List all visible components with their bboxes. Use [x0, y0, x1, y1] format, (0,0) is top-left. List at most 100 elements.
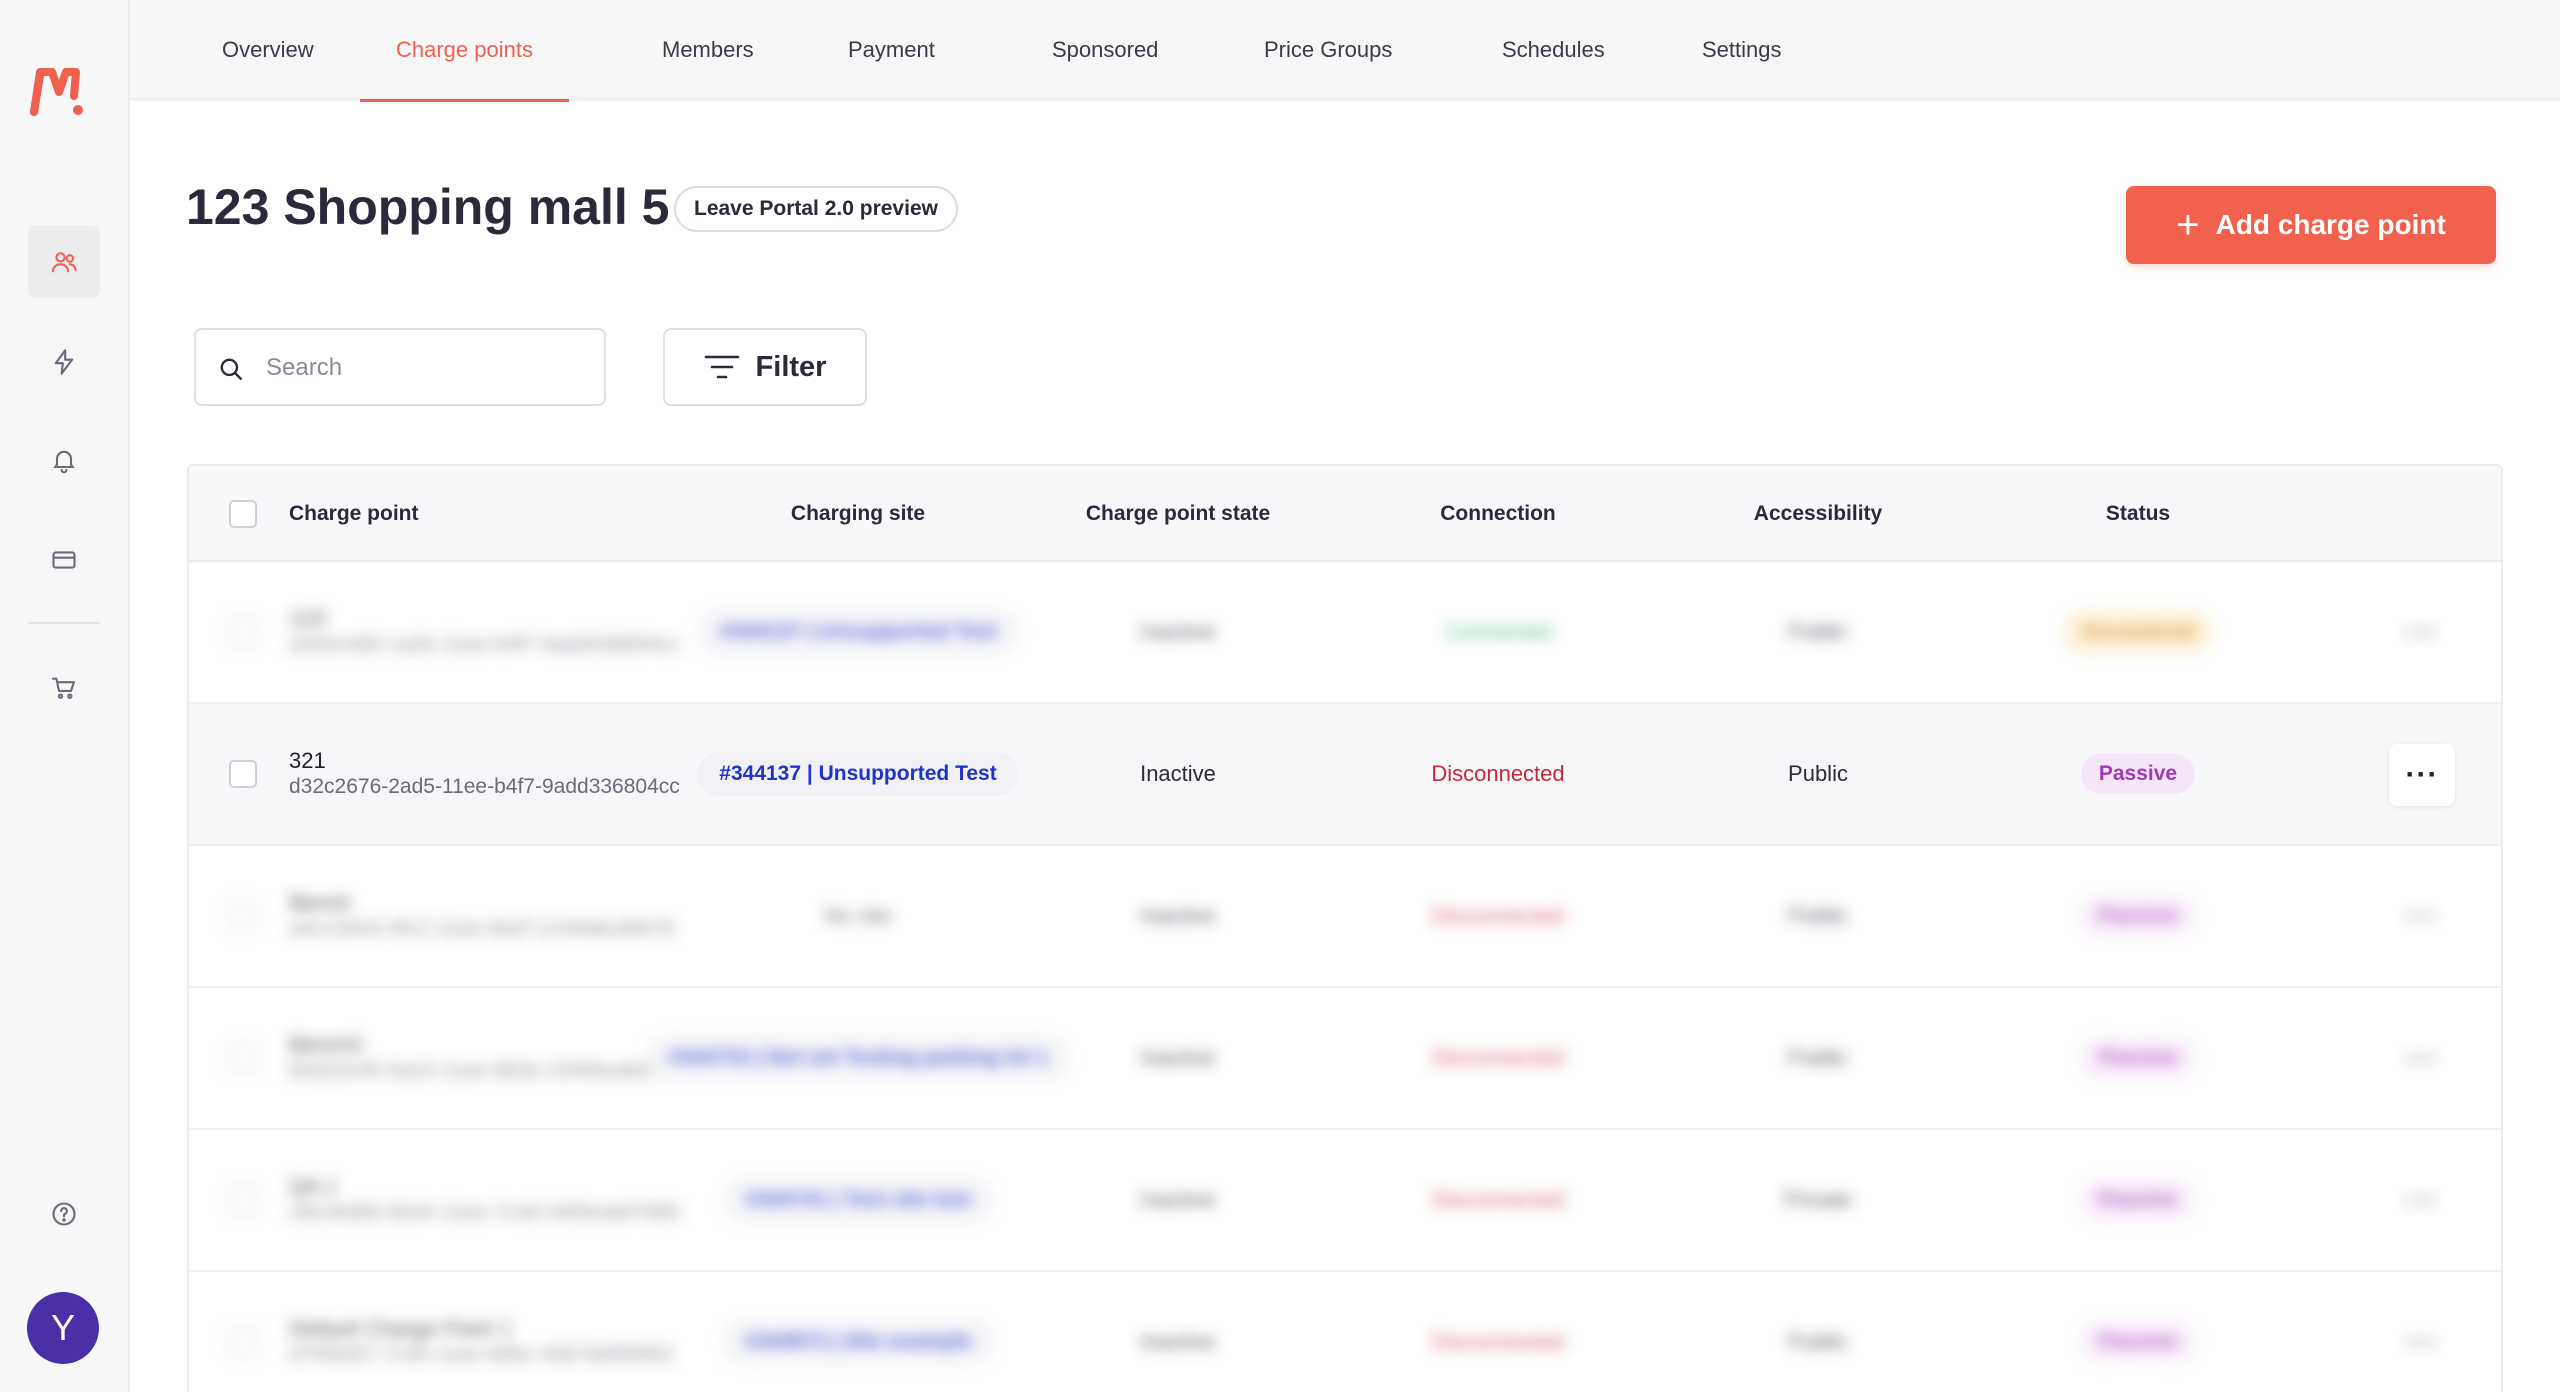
row-checkbox[interactable]: [229, 760, 257, 788]
charge-point-id: a4c12b34-4f12-11ee-9a2f-1234abcd5678: [289, 917, 676, 940]
column-accessibility[interactable]: Accessibility: [1753, 502, 1883, 525]
column-connection[interactable]: Connection: [1440, 502, 1556, 525]
add-charge-point-label: Add charge point: [2215, 209, 2446, 240]
charge-point-name[interactable]: Bench: [289, 890, 352, 915]
charge-point-name[interactable]: Bench2: [289, 1032, 364, 1057]
charge-point-state: Inactive: [1140, 619, 1216, 644]
search-icon: [220, 358, 242, 380]
more-options-button[interactable]: ···: [2389, 744, 2455, 806]
row-checkbox[interactable]: [229, 618, 257, 646]
row-checkbox[interactable]: [229, 902, 257, 930]
column-charging-site[interactable]: Charging site: [790, 502, 926, 525]
column-status[interactable]: Status: [2105, 502, 2171, 525]
top-navigation: Overview Charge points Members Payment S…: [130, 0, 2560, 102]
filter-label: Filter: [755, 350, 827, 383]
table-row[interactable]: QA 1 c6e34d56-6b34-11ee-7c4d-3456cdef789…: [189, 1130, 2501, 1272]
filter-icon: [704, 355, 739, 379]
row-checkbox[interactable]: [229, 1186, 257, 1214]
tab-settings[interactable]: Settings: [1702, 37, 1782, 62]
table-row[interactable]: Bench2 b5d23c45-5a23-11ee-8b3e-2345bcde6…: [189, 988, 2501, 1130]
members-icon: [51, 252, 77, 273]
charging-site-link[interactable]: #344137 | Unsupported Test: [697, 752, 1019, 796]
charge-point-id: d32c2676-2ad5-11ee-b4f7-9add336804cc: [289, 775, 680, 798]
charge-point-id: d7f45e67-7c45-11ee-6d5c-4567def08901: [289, 1343, 676, 1366]
connection-status: Disconnected: [1431, 1045, 1565, 1070]
tab-members[interactable]: Members: [662, 37, 754, 62]
accessibility: Private: [1783, 1187, 1853, 1212]
search-input[interactable]: [266, 344, 586, 392]
charge-point-id: a2b3c4d5-1a2b-11ee-b4f7-9add336804cc: [289, 633, 680, 656]
accessibility: Public: [1788, 1329, 1848, 1354]
card-icon: [52, 551, 76, 569]
user-avatar[interactable]: Y: [27, 1292, 99, 1364]
charging-site-link[interactable]: #344741 | Test site test: [722, 1178, 994, 1222]
charge-point-name[interactable]: 321: [289, 748, 326, 773]
charging-site-link[interactable]: #344873 | Site example: [722, 1320, 994, 1364]
charge-point-name[interactable]: Default Charge Point 1: [289, 1316, 512, 1341]
help-button[interactable]: [28, 1178, 100, 1250]
table-row[interactable]: Bench a4c12b34-4f12-11ee-9a2f-1234abcd56…: [189, 846, 2501, 988]
status-badge: Passive: [2080, 754, 2196, 794]
column-charge-point-state[interactable]: Charge point state: [1085, 502, 1271, 525]
leave-portal-preview-button[interactable]: Leave Portal 2.0 preview: [674, 186, 958, 232]
charge-point-state: Inactive: [1140, 761, 1216, 786]
sidebar-item-shop[interactable]: [28, 652, 100, 724]
main-content: 123 Shopping mall 5 Leave Portal 2.0 pre…: [130, 102, 2560, 1392]
row-checkbox[interactable]: [229, 1044, 257, 1072]
sidebar: Y: [0, 0, 130, 1392]
sidebar-item-payments[interactable]: [28, 524, 100, 596]
column-charge-point[interactable]: Charge point: [289, 502, 419, 525]
connection-status: Disconnected: [1431, 903, 1565, 928]
charge-point-name[interactable]: 123: [289, 606, 326, 631]
tab-price-groups[interactable]: Price Groups: [1264, 37, 1393, 62]
more-options-button[interactable]: ···: [2389, 886, 2455, 948]
more-icon: ···: [2405, 900, 2439, 933]
accessibility: Public: [1788, 903, 1848, 928]
page-title: 123 Shopping mall 5: [186, 179, 670, 235]
charging-site-link[interactable]: #344733 | Not set Testing parking lot 1: [645, 1036, 1071, 1080]
row-checkbox[interactable]: [229, 1328, 257, 1356]
table-row[interactable]: 321 d32c2676-2ad5-11ee-b4f7-9add336804cc…: [189, 704, 2501, 846]
status-badge: Passive: [2080, 1322, 2196, 1362]
status-badge: Passive: [2080, 896, 2196, 936]
tab-sponsored[interactable]: Sponsored: [1052, 37, 1159, 62]
tab-charge-points[interactable]: Charge points: [360, 0, 569, 102]
lightning-icon: [54, 349, 74, 375]
more-options-button[interactable]: ···: [2389, 602, 2455, 664]
charging-site-text: No site: [823, 903, 893, 928]
connection-status: Disconnected: [1431, 761, 1565, 786]
more-icon: ···: [2405, 1326, 2439, 1359]
connection-status: Connected: [1444, 619, 1552, 644]
sidebar-item-charging[interactable]: [28, 326, 100, 398]
sidebar-item-notifications[interactable]: [28, 424, 100, 496]
charge-point-state: Inactive: [1140, 903, 1216, 928]
more-options-button[interactable]: ···: [2389, 1028, 2455, 1090]
table-row[interactable]: Default Charge Point 1 d7f45e67-7c45-11e…: [189, 1272, 2501, 1392]
help-icon: [52, 1202, 76, 1226]
tab-overview[interactable]: Overview: [222, 37, 314, 62]
charging-site-link[interactable]: #344137 | Unsupported Test: [697, 610, 1019, 654]
charge-point-state: Inactive: [1140, 1329, 1216, 1354]
charge-points-table: Charge point Charging site Charge point …: [187, 464, 2503, 1392]
cart-icon: [51, 677, 75, 699]
tab-schedules[interactable]: Schedules: [1502, 37, 1605, 62]
status-badge: Passive: [2080, 1180, 2196, 1220]
charge-point-name[interactable]: QA 1: [289, 1174, 338, 1199]
more-options-button[interactable]: ···: [2389, 1312, 2455, 1374]
plus-icon: +: [2176, 203, 2200, 247]
accessibility: Public: [1788, 1045, 1848, 1070]
bell-icon: [53, 450, 75, 474]
filter-button[interactable]: Filter: [663, 328, 867, 406]
brand-logo[interactable]: [30, 66, 88, 116]
select-all-checkbox[interactable]: [229, 500, 257, 528]
add-charge-point-button[interactable]: + Add charge point: [2126, 186, 2496, 264]
status-badge: Occasional: [2063, 612, 2213, 652]
table-row[interactable]: 123 a2b3c4d5-1a2b-11ee-b4f7-9add336804cc…: [189, 562, 2501, 704]
more-options-button[interactable]: ···: [2389, 1170, 2455, 1232]
tab-payment[interactable]: Payment: [848, 37, 935, 62]
connection-status: Disconnected: [1431, 1187, 1565, 1212]
charge-point-id: c6e34d56-6b34-11ee-7c4d-3456cdef7890: [289, 1201, 680, 1224]
sidebar-item-members[interactable]: [28, 226, 100, 298]
charge-point-state: Inactive: [1140, 1045, 1216, 1070]
accessibility: Public: [1788, 761, 1848, 786]
